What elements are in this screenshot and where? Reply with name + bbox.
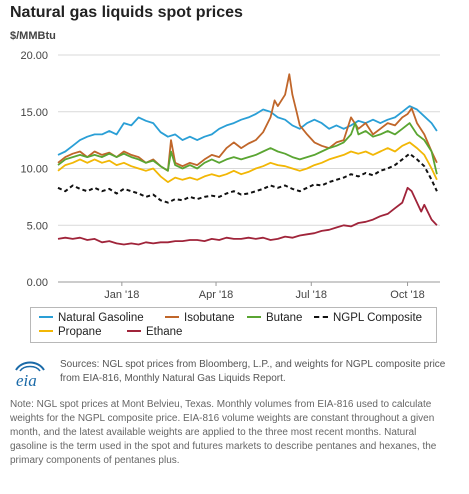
- y-axis-ticks: 0.00 5.00 10.00 15.00 20.00: [20, 50, 48, 289]
- legend-label: Isobutane: [184, 312, 235, 324]
- chart-series: [57, 73, 438, 246]
- y-tick-label: 0.00: [27, 277, 48, 289]
- series-line-butane: [57, 122, 438, 175]
- y-axis-unit-label: $/MMBtu: [10, 30, 56, 42]
- legend-label: Propane: [58, 326, 102, 338]
- legend-item: Propane: [39, 325, 101, 339]
- legend-swatch: [39, 315, 53, 318]
- legend-swatch: [127, 329, 141, 332]
- x-axis-ticks: Jan '18 Apr '18 Jul '18 Oct '18: [104, 282, 425, 300]
- legend-swatch: [165, 315, 179, 318]
- legend-label: NGPL Composite: [333, 312, 423, 324]
- legend-swatch: [247, 315, 261, 318]
- x-tick-label: Oct '18: [390, 289, 425, 300]
- y-tick-label: 15.00: [20, 107, 48, 119]
- x-tick-label: Jan '18: [104, 289, 139, 300]
- series-line-ethane: [57, 186, 438, 246]
- chart-title: Natural gas liquids spot prices: [10, 4, 243, 21]
- legend-swatch: [39, 329, 53, 332]
- legend-item: Butane: [247, 311, 302, 325]
- eia-logo-text: eia: [16, 371, 37, 390]
- y-tick-label: 10.00: [20, 164, 48, 176]
- legend-item: Natural Gasoline: [39, 311, 144, 325]
- series-line-natural-gasoline: [57, 105, 438, 156]
- series-line-ngpl-composite: [57, 152, 438, 204]
- chart-note: Note: NGL spot prices at Mont Belvieu, T…: [10, 399, 437, 466]
- series-line-propane: [57, 141, 438, 183]
- series-line-isobutane: [57, 73, 438, 172]
- legend-item: NGPL Composite: [314, 311, 422, 325]
- legend-item: Ethane: [127, 325, 182, 339]
- legend-swatch: [314, 315, 328, 318]
- legend-label: Natural Gasoline: [58, 312, 144, 324]
- legend-label: Butane: [266, 312, 303, 324]
- y-tick-label: 5.00: [27, 220, 48, 232]
- chart-grid: [58, 54, 440, 283]
- x-tick-label: Apr '18: [199, 289, 234, 300]
- y-tick-label: 20.00: [20, 50, 48, 62]
- x-tick-label: Jul '18: [296, 289, 327, 300]
- sources-block: eia Sources: NGL spot prices from Bloomb…: [10, 356, 460, 392]
- sources-text: Sources: NGL spot prices from Bloomberg,…: [60, 359, 446, 384]
- legend-label: Ethane: [146, 326, 183, 338]
- chart-legend: Natural Gasoline Isobutane Butane NGPL Comp…: [30, 307, 437, 343]
- eia-logo: eia: [15, 361, 45, 390]
- legend-item: Isobutane: [165, 311, 235, 325]
- line-chart: 0.00 5.00 10.00 15.00 20.00 Jan '18 Apr '18 Ju…: [20, 50, 440, 300]
